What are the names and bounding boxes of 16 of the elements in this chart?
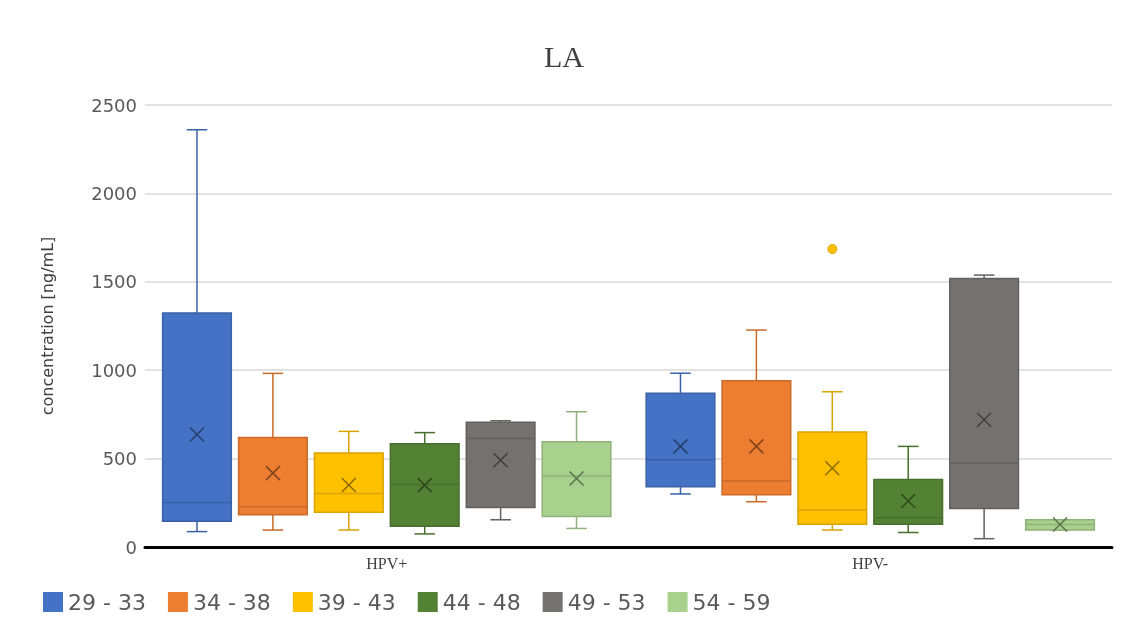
legend-label: 29 - 33 (68, 589, 146, 615)
y-tick-label: 500 (102, 448, 137, 470)
chart-title: LA (544, 39, 585, 73)
legend-label: 49 - 53 (567, 589, 646, 615)
y-tick-label: 0 (125, 536, 137, 558)
y-tick-label: 1500 (91, 271, 137, 293)
legend-label: 54 - 59 (692, 589, 771, 615)
x-tick-label: HPV- (852, 554, 889, 572)
legend-label: 34 - 38 (192, 589, 271, 615)
y-tick-label: 1000 (91, 359, 137, 381)
y-tick-label: 2000 (91, 182, 137, 204)
y-tick-label: 2500 (91, 94, 137, 116)
x-tick-label: HPV+ (366, 554, 408, 572)
legend-label: 44 - 48 (442, 589, 521, 615)
y-axis-title: concentration [ng/mL] (37, 236, 57, 416)
legend-label: 39 - 43 (317, 589, 396, 615)
